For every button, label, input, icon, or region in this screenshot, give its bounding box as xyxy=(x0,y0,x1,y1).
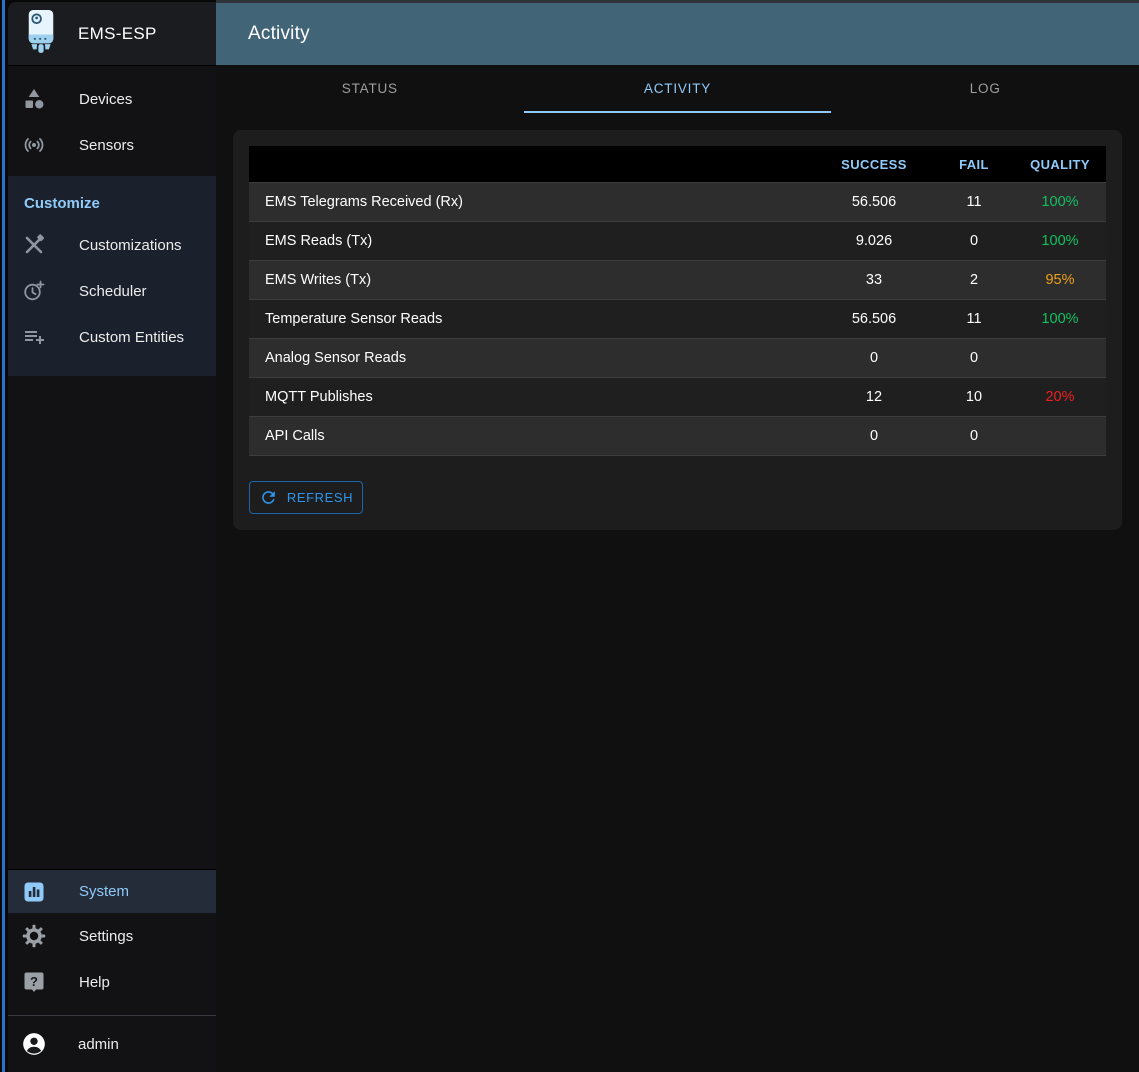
sidebar-item-label: Scheduler xyxy=(79,282,147,300)
row-fail: 0 xyxy=(969,428,979,444)
sidebar-item-label: Customizations xyxy=(79,236,182,254)
refresh-button[interactable]: REFRESH xyxy=(249,481,363,514)
table-row: MQTT Publishes 12 10 20% xyxy=(249,377,1106,416)
table-row: EMS Writes (Tx) 33 2 95% xyxy=(249,260,1106,299)
sidebar-item-devices[interactable]: Devices xyxy=(8,76,216,122)
row-quality: 95% xyxy=(1045,272,1075,288)
row-fail: 0 xyxy=(969,233,979,249)
sidebar: EMS-ESP Devices Sensors Customize xyxy=(8,2,216,1072)
row-fail: 11 xyxy=(966,311,982,327)
row-name: Temperature Sensor Reads xyxy=(265,311,443,327)
appbar: Activity xyxy=(216,3,1139,65)
row-quality: 100% xyxy=(1041,311,1079,327)
table-row: Temperature Sensor Reads 56.506 11 100% xyxy=(249,299,1106,338)
row-success: 9.026 xyxy=(855,233,893,249)
sidebar-item-custom-entities[interactable]: Custom Entities xyxy=(8,314,216,360)
app-title: EMS-ESP xyxy=(78,23,157,43)
main-content: STATUS ACTIVITY LOG SUCCESS FAIL QUALITY… xyxy=(216,65,1139,1072)
tab-log[interactable]: LOG xyxy=(969,80,1001,96)
row-success: 56.506 xyxy=(851,194,897,210)
window-edge-scrollbar[interactable] xyxy=(2,0,5,1072)
tab-status[interactable]: STATUS xyxy=(341,80,398,96)
table-header: SUCCESS FAIL QUALITY xyxy=(249,146,1106,182)
page-title: Activity xyxy=(248,23,310,44)
sidebar-bottom-group: System Setting xyxy=(8,869,216,1072)
sidebar-item-label: Settings xyxy=(79,927,134,945)
sidebar-item-admin[interactable]: admin xyxy=(8,1016,216,1072)
row-fail: 11 xyxy=(966,194,982,210)
sidebar-item-scheduler[interactable]: Scheduler xyxy=(8,268,216,314)
column-quality: QUALITY xyxy=(1030,156,1090,172)
row-name: Analog Sensor Reads xyxy=(265,350,407,366)
help-icon: ? xyxy=(22,970,46,994)
table-row: API Calls 0 0 xyxy=(249,416,1106,455)
row-success: 12 xyxy=(865,389,883,405)
row-name: EMS Reads (Tx) xyxy=(265,233,373,249)
sidebar-item-help[interactable]: ? Help xyxy=(8,959,216,1005)
column-fail: FAIL xyxy=(959,156,989,172)
gear-icon xyxy=(22,924,46,948)
sidebar-item-settings[interactable]: Settings xyxy=(8,913,216,959)
sidebar-item-label: Custom Entities xyxy=(79,328,185,346)
username-label: admin xyxy=(78,1035,119,1053)
divider xyxy=(8,1015,216,1016)
row-quality: 20% xyxy=(1045,389,1075,405)
row-quality: 100% xyxy=(1041,233,1079,249)
section-label-customize: Customize xyxy=(24,195,100,212)
column-success: SUCCESS xyxy=(841,156,907,172)
more-time-icon xyxy=(22,279,46,303)
sidebar-item-customizations[interactable]: Customizations xyxy=(8,222,216,268)
sidebar-item-label: Sensors xyxy=(79,136,135,154)
row-success: 33 xyxy=(865,272,883,288)
row-fail: 10 xyxy=(965,389,983,405)
table-row: EMS Telegrams Received (Rx) 56.506 11 10… xyxy=(249,182,1106,221)
row-success: 0 xyxy=(869,428,879,444)
table-row: Analog Sensor Reads 0 0 xyxy=(249,338,1106,377)
activity-panel: SUCCESS FAIL QUALITY EMS Telegrams Recei… xyxy=(233,130,1122,530)
sidebar-item-sensors[interactable]: Sensors xyxy=(8,122,216,168)
refresh-icon xyxy=(259,488,278,507)
construction-icon xyxy=(22,233,46,257)
row-name: API Calls xyxy=(265,428,325,444)
playlist-add-icon xyxy=(22,325,46,349)
tab-activity[interactable]: ACTIVITY xyxy=(523,65,832,113)
refresh-button-label: REFRESH xyxy=(286,490,354,505)
account-circle-icon xyxy=(21,1031,47,1057)
svg-text:?: ? xyxy=(30,974,38,989)
sidebar-header: EMS-ESP xyxy=(8,2,216,66)
row-quality: 100% xyxy=(1041,194,1079,210)
category-icon xyxy=(22,87,46,111)
row-name: EMS Telegrams Received (Rx) xyxy=(265,194,463,210)
row-name: EMS Writes (Tx) xyxy=(265,272,372,288)
tab-bar: STATUS ACTIVITY LOG xyxy=(216,65,1139,113)
sidebar-item-system[interactable]: System xyxy=(8,869,216,913)
row-success: 0 xyxy=(869,350,879,366)
analytics-icon xyxy=(22,880,46,904)
sidebar-item-label: System xyxy=(79,883,130,900)
boiler-logo-icon xyxy=(20,8,62,59)
customize-section: Customize Customizations Sched xyxy=(8,176,216,376)
row-success: 56.506 xyxy=(851,311,897,327)
table-row: EMS Reads (Tx) 9.026 0 100% xyxy=(249,221,1106,260)
row-name: MQTT Publishes xyxy=(265,389,373,405)
appbar-top-strip xyxy=(216,0,1139,3)
sidebar-item-label: Devices xyxy=(79,90,133,108)
sidebar-item-label: Help xyxy=(79,973,110,991)
row-fail: 0 xyxy=(969,350,979,366)
row-fail: 2 xyxy=(969,272,979,288)
table-body: EMS Telegrams Received (Rx) 56.506 11 10… xyxy=(249,182,1106,456)
sensors-icon xyxy=(22,133,46,157)
